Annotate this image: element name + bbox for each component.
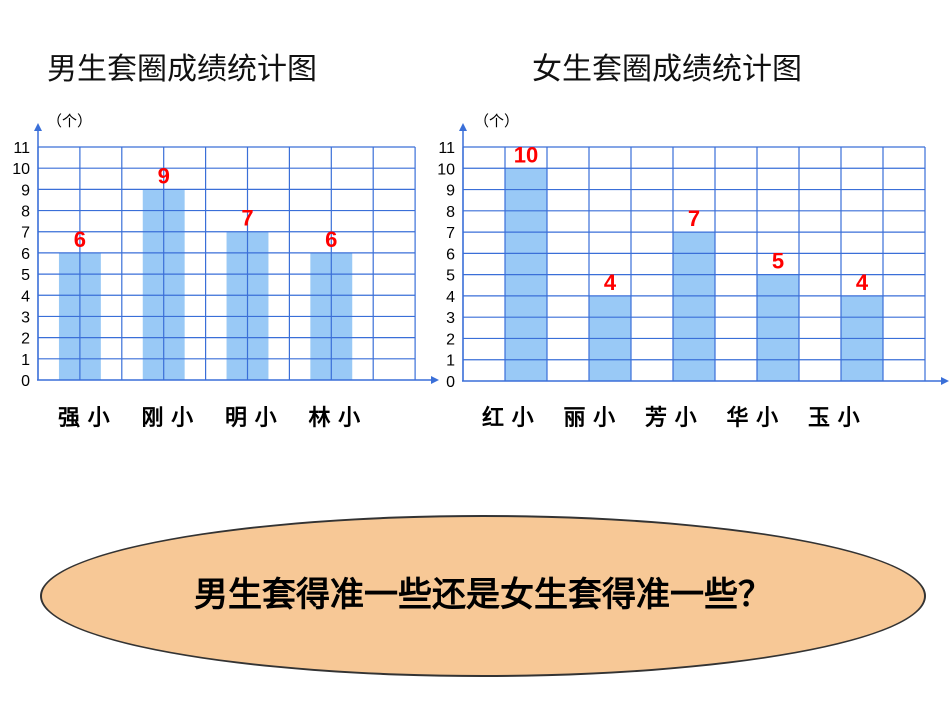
boys-y-unit-label: （个） [47,112,92,130]
boys-y-tick-label: 6 [21,246,30,263]
girls-data-label-4: 4 [856,270,869,295]
girls-y-tick-label: 2 [446,331,455,348]
girls-x-tick-label-2: 芳 小 [645,405,697,431]
girls-x-tick-label-4: 玉 小 [808,405,860,431]
boys-y-tick-label: 1 [21,352,30,369]
girls-y-unit-label: （个） [474,112,519,130]
boys-y-tick-label: 7 [21,225,30,242]
boys-y-tick-label: 3 [21,309,30,326]
boys-y-axis-arrow [34,123,42,131]
boys-y-tick-label: 4 [21,288,30,305]
boys-data-label-3: 6 [325,227,337,252]
girls-y-axis-arrow [459,123,467,131]
girls-x-tick-label-3: 华 小 [727,405,779,431]
girls-y-tick-label: 0 [446,374,455,391]
boys-y-tick-label: 2 [21,331,30,348]
girls-y-tick-label: 9 [446,183,455,200]
boys-x-tick-label-0: 强 小 [58,405,110,431]
boys-x-axis-arrow [431,376,439,384]
girls-y-tick-label: 5 [446,268,455,285]
girls-data-label-2: 7 [688,206,700,231]
boys-x-tick-label-2: 明 小 [225,405,277,431]
girls-x-axis-arrow [941,377,949,385]
boys-data-label-0: 6 [74,227,86,252]
girls-y-tick-label: 1 [446,353,455,370]
question-text: 男生套得准一些还是女生套得准一些？ [194,575,772,615]
girls-bar-3 [757,274,799,381]
girls-y-tick-label: 3 [446,310,455,327]
boys-y-tick-label: 10 [12,161,30,178]
girls-data-label-0: 10 [514,142,538,167]
girls-y-tick-label: 10 [437,161,455,178]
boys-data-label-1: 9 [158,163,170,188]
girls-y-tick-label: 6 [446,246,455,263]
boys-y-tick-label: 11 [13,140,30,157]
girls-data-label-1: 4 [604,270,617,295]
girls-y-tick-label: 11 [438,140,455,157]
girls-x-tick-label-1: 丽 小 [564,405,616,431]
girls-y-tick-label: 8 [446,204,455,221]
boys-y-tick-label: 0 [21,373,30,390]
boys-y-tick-label: 8 [21,204,30,221]
boys-y-tick-label: 5 [21,267,30,284]
girls-data-label-3: 5 [772,249,784,274]
girls-x-tick-label-0: 红 小 [482,405,534,431]
boys-chart-title: 男生套圈成绩统计图 [47,52,317,87]
girls-bar-2 [673,232,715,381]
girls-y-tick-label: 7 [446,225,455,242]
girls-chart-title: 女生套圈成绩统计图 [532,52,802,87]
question-ellipse [40,515,926,677]
boys-data-label-2: 7 [241,206,253,231]
girls-y-tick-label: 4 [446,289,455,306]
boys-y-tick-label: 9 [21,182,30,199]
boys-x-tick-label-3: 林 小 [309,405,361,431]
boys-x-tick-label-1: 刚 小 [142,405,194,431]
